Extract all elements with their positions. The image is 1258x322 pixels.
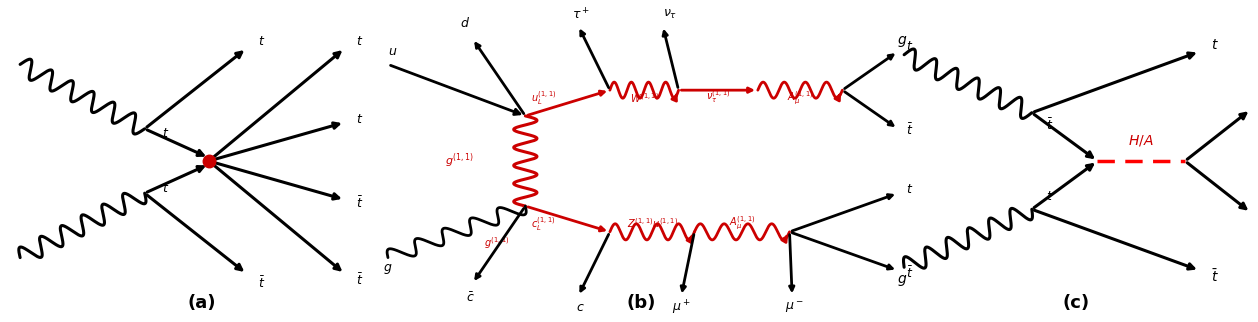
Text: $\mu^+$: $\mu^+$ <box>672 298 691 317</box>
Text: $\bar{c}$: $\bar{c}$ <box>465 291 474 305</box>
Text: $A_\mu^{(1,1)}$: $A_\mu^{(1,1)}$ <box>786 90 814 107</box>
Text: $\bar{t}$: $\bar{t}$ <box>906 123 913 138</box>
Text: $\bar{t}$: $\bar{t}$ <box>356 195 364 211</box>
Text: $u_L^{(1,1)}$: $u_L^{(1,1)}$ <box>531 89 556 107</box>
Text: $t$: $t$ <box>356 35 364 48</box>
Text: $t$: $t$ <box>162 127 169 140</box>
Text: $\bar{t}$: $\bar{t}$ <box>258 276 265 291</box>
Text: $\mu^-$: $\mu^-$ <box>785 300 804 315</box>
Text: $d$: $d$ <box>459 15 469 30</box>
Text: $t$: $t$ <box>906 40 913 53</box>
Text: $\tau^+$: $\tau^+$ <box>571 7 590 22</box>
Text: $W^{(1,1)}$: $W^{(1,1)}$ <box>629 91 659 105</box>
Text: $g$: $g$ <box>382 262 392 276</box>
Text: $\bar{t}$: $\bar{t}$ <box>1210 269 1219 285</box>
Text: $t$: $t$ <box>1210 38 1219 52</box>
Text: $t$: $t$ <box>906 184 913 196</box>
Text: $g^{(1,1)}$: $g^{(1,1)}$ <box>445 152 474 170</box>
Text: $\bar{t}$: $\bar{t}$ <box>356 272 364 288</box>
Text: $t$: $t$ <box>356 113 364 126</box>
Text: (b): (b) <box>626 294 657 312</box>
Text: (c): (c) <box>1062 294 1089 312</box>
Text: $H/A$: $H/A$ <box>1128 133 1154 147</box>
Text: (a): (a) <box>187 294 215 312</box>
Text: $Z^{(1,1)}\mu^{(1,1)}$: $Z^{(1,1)}\mu^{(1,1)}$ <box>626 216 678 232</box>
Text: $\bar{t}$: $\bar{t}$ <box>1047 118 1054 133</box>
Text: $g$: $g$ <box>897 273 907 288</box>
Text: $\nu_\tau^{(1,1)}$: $\nu_\tau^{(1,1)}$ <box>706 88 731 105</box>
Text: $\nu_\tau$: $\nu_\tau$ <box>663 8 678 21</box>
Text: $\bar{t}$: $\bar{t}$ <box>906 266 913 281</box>
Text: $c_L^{(1,1)}$: $c_L^{(1,1)}$ <box>531 215 556 233</box>
Text: $t$: $t$ <box>258 35 265 48</box>
Text: $A_\mu^{(1,1)}$: $A_\mu^{(1,1)}$ <box>728 215 755 232</box>
Text: $t$: $t$ <box>162 182 169 195</box>
Text: $g^{(1,1)}$: $g^{(1,1)}$ <box>483 235 509 251</box>
Text: $t$: $t$ <box>1047 190 1054 203</box>
Text: $u$: $u$ <box>387 45 398 58</box>
Text: $c$: $c$ <box>576 301 585 314</box>
Text: $g$: $g$ <box>897 34 907 49</box>
